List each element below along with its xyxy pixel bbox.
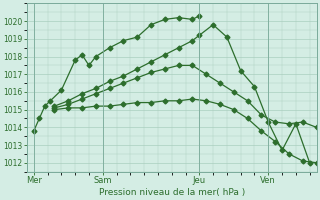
X-axis label: Pression niveau de la mer( hPa ): Pression niveau de la mer( hPa ) — [99, 188, 245, 197]
